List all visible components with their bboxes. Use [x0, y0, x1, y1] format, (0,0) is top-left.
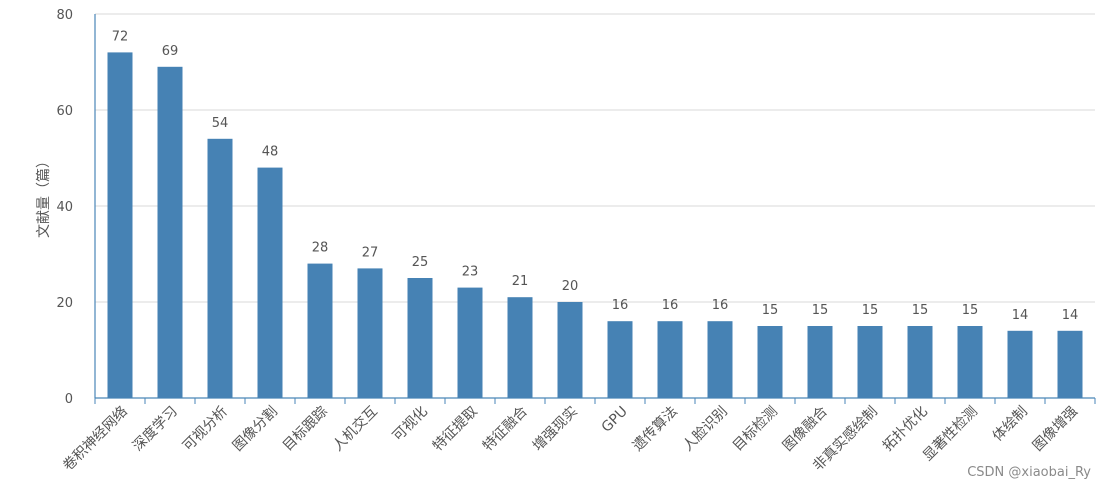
y-tick-label: 0 — [65, 392, 73, 407]
bar-value-label: 15 — [962, 303, 979, 318]
bar — [507, 297, 533, 398]
bar — [357, 268, 383, 398]
y-tick-label: 80 — [56, 8, 73, 23]
bar-value-label: 14 — [1062, 308, 1079, 323]
x-tick-label: 图像融合 — [780, 404, 831, 455]
bar-value-label: 23 — [462, 265, 479, 280]
bar-value-label: 14 — [1012, 308, 1029, 323]
bar-value-label: 54 — [212, 116, 229, 131]
bar-value-label: 21 — [512, 274, 529, 289]
x-tick-label: 拓扑优化 — [880, 404, 931, 455]
bar-value-label: 15 — [762, 303, 779, 318]
x-tick-label: 特征提取 — [430, 404, 481, 455]
bar-value-label: 16 — [712, 298, 729, 313]
y-axis-title: 文献量（篇） — [36, 154, 52, 238]
x-tick-label: 特征融合 — [480, 404, 531, 455]
x-tick-label: 体绘制 — [990, 404, 1031, 445]
bar — [957, 326, 983, 398]
bar — [107, 52, 133, 399]
bar — [457, 287, 483, 398]
bar — [157, 66, 183, 399]
y-tick-label: 20 — [56, 296, 73, 311]
bar — [607, 321, 633, 398]
x-tick-label: 人机交互 — [329, 403, 381, 455]
bar — [907, 326, 933, 398]
x-tick-label: 可视化 — [390, 404, 431, 445]
bar-value-label: 15 — [912, 303, 929, 318]
x-tick-label: 遗传算法 — [630, 404, 681, 455]
y-tick-label: 40 — [56, 200, 73, 215]
bar — [1057, 330, 1083, 398]
x-tick-label: 图像增强 — [1030, 404, 1081, 455]
y-tick-label: 60 — [56, 104, 73, 119]
bar — [307, 263, 333, 398]
bar — [757, 326, 783, 398]
bar-value-label: 25 — [412, 255, 429, 270]
bar-value-label: 48 — [262, 145, 279, 160]
x-tick-label: 增强现实 — [530, 404, 581, 455]
bar-value-label: 15 — [812, 303, 829, 318]
bar — [657, 321, 683, 398]
bar-value-label: 16 — [612, 298, 629, 313]
bar-value-label: 15 — [862, 303, 879, 318]
x-tick-label: 卷积神经网络 — [60, 404, 131, 475]
bar — [207, 138, 233, 399]
bar-value-label: 28 — [312, 241, 329, 256]
x-tick-label: 可视分析 — [180, 404, 231, 455]
bar — [707, 321, 733, 398]
bar-value-label: 27 — [362, 245, 379, 260]
bar — [857, 326, 883, 398]
x-tick-label: 目标跟踪 — [280, 404, 331, 455]
bar — [407, 278, 433, 398]
x-tick-label: 图像分割 — [229, 403, 281, 455]
x-tick-label: 显著性检测 — [920, 404, 981, 465]
bar-value-label: 20 — [562, 279, 579, 294]
watermark: CSDN @xiaobai_Ry — [967, 465, 1091, 480]
x-tick-label: 目标检测 — [730, 404, 781, 455]
bar — [257, 167, 283, 398]
x-tick-label: 人脸识别 — [680, 404, 731, 455]
bar — [557, 302, 583, 398]
bar — [1007, 330, 1033, 398]
x-tick-label: 深度学习 — [130, 404, 181, 455]
bar-value-label: 69 — [162, 44, 179, 59]
bar — [807, 326, 833, 398]
x-tick-label: GPU — [599, 404, 631, 436]
bar-value-label: 16 — [662, 298, 679, 313]
bar-value-label: 72 — [112, 29, 129, 44]
